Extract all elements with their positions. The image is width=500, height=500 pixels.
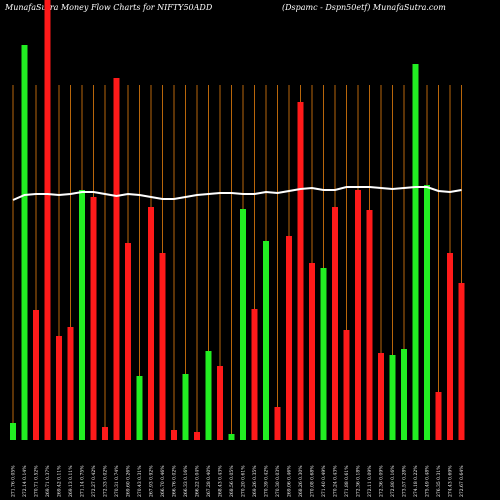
- bar: [274, 407, 281, 440]
- x-tick-label: 270.71 0.52%: [34, 465, 40, 497]
- bar: [217, 366, 223, 440]
- x-tick-label: 270.39 0.42%: [264, 465, 270, 497]
- bar: [378, 353, 384, 440]
- bar: [389, 355, 396, 440]
- x-tick-label: 272.80 0.16%: [390, 465, 396, 497]
- x-tick-label: 274.43 0.69%: [448, 465, 454, 497]
- bar: [56, 336, 62, 440]
- bar: [424, 185, 430, 440]
- x-tick-label: 268.56 0.05%: [229, 465, 235, 497]
- bar: [102, 427, 108, 440]
- x-tick-label: 269.26 0.35%: [252, 465, 258, 497]
- bar: [297, 102, 304, 440]
- chart-title: MunafaSutra Money Flow Charts for NIFTY5…: [4, 3, 213, 12]
- bar: [458, 283, 465, 440]
- x-tick-label: 274.18 0.22%: [413, 465, 419, 497]
- bar: [228, 434, 235, 440]
- bar: [366, 210, 373, 440]
- x-tick-label: 270.30 0.03%: [275, 465, 281, 497]
- bar: [136, 376, 143, 440]
- bar: [10, 423, 16, 440]
- x-tick-label: 272.14 0.14%: [22, 465, 28, 497]
- bar: [125, 243, 131, 440]
- bar: [194, 432, 200, 440]
- x-tick-label: 272.27 0.42%: [91, 465, 97, 497]
- x-tick-label: 269.13 0.11%: [68, 465, 74, 497]
- x-tick-label: 266.22 0.04%: [195, 465, 201, 497]
- bar: [159, 253, 166, 440]
- x-tick-label: 270.20 0.61%: [241, 465, 247, 497]
- bar: [240, 209, 246, 440]
- bar: [251, 309, 258, 440]
- bar: [263, 241, 269, 440]
- x-tick-label: 273.57 0.28%: [402, 465, 408, 497]
- x-tick-label: 268.26 0.30%: [298, 465, 304, 497]
- bar: [343, 330, 350, 440]
- bar: [171, 430, 177, 440]
- bar: [67, 327, 74, 440]
- price-line: [12, 186, 462, 201]
- x-tick-label: 266.33 0.16%: [183, 465, 189, 497]
- x-tick-label: 271.76 0.05%: [11, 465, 17, 497]
- bar: [355, 190, 361, 440]
- x-tick-label: 266.70 0.46%: [160, 465, 166, 497]
- bar: [320, 268, 327, 440]
- x-tick-label: 268.43 0.43%: [218, 465, 224, 497]
- x-tick-label: 276.35 0.31%: [436, 465, 442, 497]
- x-tick-label: 275.49 0.48%: [425, 465, 431, 497]
- bar: [79, 190, 85, 440]
- chart-subtitle: (Dspamc - Dspn50etf) MunafaSutra.com: [282, 3, 446, 12]
- x-tick-label: 272.36 0.09%: [379, 465, 385, 497]
- x-tick-label: 272.67 0.64%: [459, 465, 465, 497]
- bar: [21, 45, 28, 440]
- x-tick-label: 270.43 0.31%: [137, 465, 143, 497]
- x-tick-label: 266.76 0.02%: [172, 465, 178, 497]
- bar: [309, 263, 315, 440]
- bar: [412, 64, 419, 440]
- x-tick-label: 267.28 0.40%: [206, 465, 212, 497]
- bar: [205, 351, 212, 440]
- x-tick-label: 269.71 0.37%: [45, 465, 51, 497]
- bar: [44, 0, 51, 440]
- x-tick-label: 272.11 0.09%: [367, 465, 373, 497]
- x-tick-label: 271.88 0.61%: [344, 465, 350, 497]
- x-tick-label: 270.24 0.43%: [333, 465, 339, 497]
- bar: [90, 197, 97, 440]
- bar: [182, 374, 189, 440]
- bar: [33, 310, 39, 440]
- bar: [447, 253, 453, 440]
- bar: [401, 349, 407, 440]
- x-tick-label: 269.42 0.11%: [57, 465, 63, 497]
- x-tick-label: 271.14 0.75%: [80, 465, 86, 497]
- x-tick-label: 270.31 0.74%: [114, 465, 120, 497]
- bar: [332, 207, 338, 440]
- bar: [113, 78, 120, 440]
- x-tick-label: 272.36 0.18%: [356, 465, 362, 497]
- x-tick-label: 269.60 0.26%: [126, 465, 132, 497]
- bar: [148, 207, 154, 440]
- x-tick-label: 267.93 0.92%: [149, 465, 155, 497]
- x-tick-label: 270.08 0.68%: [310, 465, 316, 497]
- x-tick-label: 271.40 0.49%: [321, 465, 327, 497]
- x-tick-label: 272.33 0.02%: [103, 465, 109, 497]
- bar: [435, 392, 442, 440]
- bar: [286, 236, 292, 440]
- x-tick-label: 269.06 0.46%: [287, 465, 293, 497]
